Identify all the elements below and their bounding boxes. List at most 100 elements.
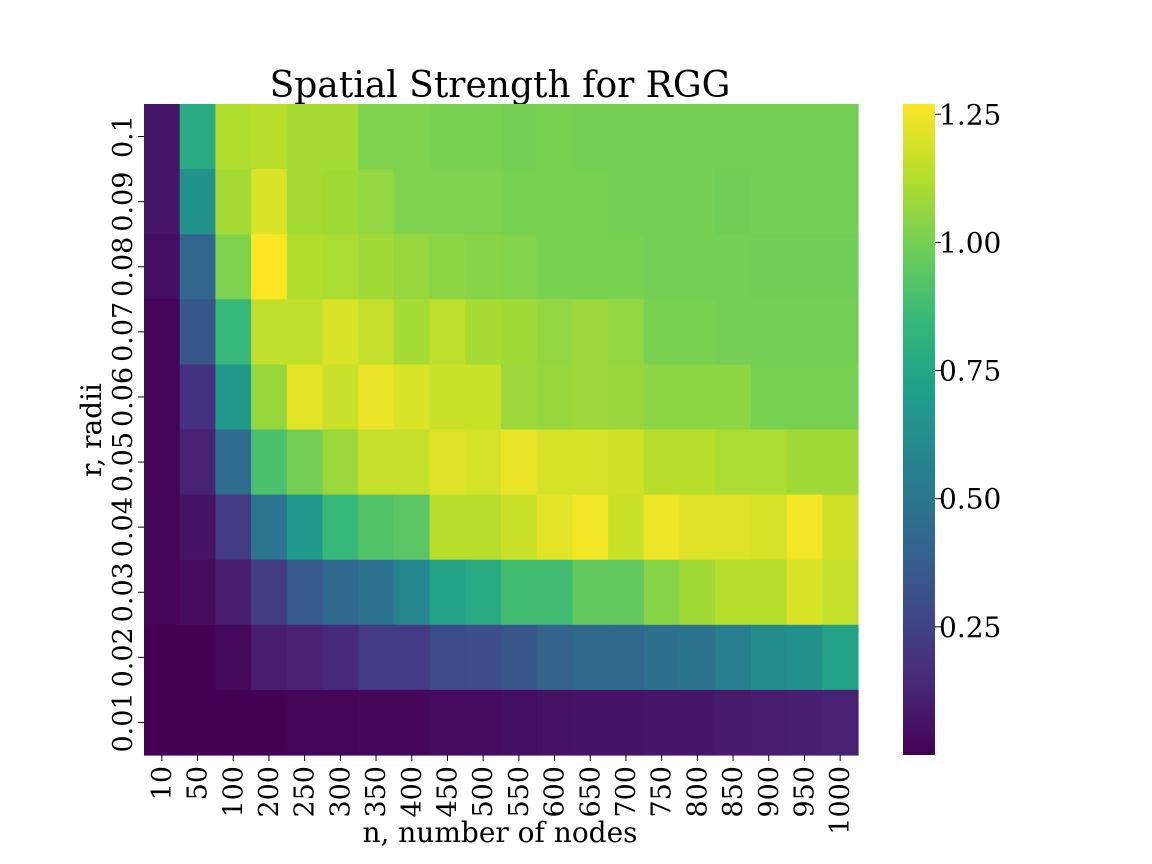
y-tick-label: 0.09 [108,172,139,232]
heatmap-cell [358,689,395,756]
heatmap-cell [286,624,324,691]
heatmap-cell [572,234,609,300]
heatmap-cell [536,299,573,365]
heatmap-cell [179,624,216,691]
x-tick-label: 550 [504,766,535,818]
heatmap-cell [750,624,788,691]
heatmap-cell [215,169,252,235]
heatmap-cell [608,104,645,170]
heatmap-cell [822,494,859,561]
heatmap-cell [786,624,823,691]
heatmap-cell [251,234,288,300]
heatmap-cell [393,234,431,300]
heatmap-cell [679,624,716,691]
heatmap-cell [429,299,466,365]
heatmap-cell [608,689,645,756]
heatmap-cell [822,559,859,626]
heatmap-cell [822,429,859,496]
x-tick-label: 700 [611,766,642,818]
heatmap-cell [179,364,216,431]
heatmap-cell [251,559,288,626]
heatmap-cell [144,624,181,691]
heatmap-cell [429,364,466,431]
heatmap-cell [393,689,431,756]
heatmap-cell [393,624,431,691]
heatmap-cell [144,689,181,756]
heatmap-cell [572,364,609,431]
heatmap-cell [144,104,181,170]
heatmap-cell [786,364,823,431]
heatmap-cell [465,624,502,691]
heatmap-cell [322,624,359,691]
heatmap-cell [358,234,395,300]
heatmap-cell [251,494,288,561]
heatmap-cell [465,104,502,170]
heatmap-cell [572,624,609,691]
heatmap-cell [179,299,216,365]
y-tick-label: 0.02 [108,627,139,687]
x-axis-label: n, number of nodes [362,816,637,849]
heatmap-cell [215,559,252,626]
heatmap-cell [465,429,502,496]
heatmap-cell [322,234,359,300]
heatmap-cell [501,689,538,756]
heatmap-cell [393,429,431,496]
heatmap-cell [144,559,181,626]
heatmap-cell [501,234,538,300]
heatmap-cell [822,234,859,300]
heatmap-grid [144,104,859,756]
heatmap-cell [251,429,288,496]
heatmap-cell [608,494,645,561]
heatmap-cell [643,299,681,365]
colorbar-tick-label: 1.00 [939,226,1001,259]
heatmap-cell [786,429,823,496]
heatmap-cell [750,429,788,496]
heatmap-cell [715,299,752,365]
x-tick-label: 300 [325,766,356,818]
heatmap-cell [429,169,466,235]
colorbar-tick-label: 0.25 [939,611,1001,644]
heatmap-cell [358,364,395,431]
heatmap-cell [358,624,395,691]
heatmap-cell [750,689,788,756]
heatmap-cell [501,104,538,170]
heatmap-cell [643,234,681,300]
heatmap-cell [179,559,216,626]
heatmap-cell [215,429,252,496]
heatmap-cell [822,169,859,235]
heatmap-cell [608,169,645,235]
heatmap-cell [715,104,752,170]
heatmap-cell [715,689,752,756]
colorbar [903,104,935,755]
x-tick-label: 350 [361,766,392,818]
y-tick-label: 0.05 [108,432,139,492]
heatmap-cell [179,689,216,756]
heatmap-cell [322,169,359,235]
heatmap-cell [679,364,716,431]
x-tick-label: 600 [540,766,571,818]
x-tick-label: 500 [468,766,499,818]
heatmap-cell [322,104,359,170]
heatmap-cell [679,559,716,626]
heatmap-cell [429,689,466,756]
heatmap-cell [608,429,645,496]
heatmap-cell [429,104,466,170]
x-tick-label: 50 [183,766,214,800]
heatmap-cell [358,429,395,496]
x-tick-label: 1000 [825,766,856,835]
heatmap-cell [322,299,359,365]
heatmap-cell [358,104,395,170]
heatmap-cell [572,429,609,496]
heatmap-cell [572,299,609,365]
x-tick-label: 750 [647,766,678,818]
heatmap-cell [465,689,502,756]
colorbar-ticks: 0.25 0.50 0.75 1.00 1.25 [935,98,1001,644]
heatmap-cell [750,169,788,235]
heatmap-cell [322,559,359,626]
heatmap-cell [608,364,645,431]
heatmap-cell [465,364,502,431]
heatmap-cell [572,689,609,756]
heatmap-cell [251,689,288,756]
heatmap-cell [536,429,573,496]
heatmap-cell [786,104,823,170]
